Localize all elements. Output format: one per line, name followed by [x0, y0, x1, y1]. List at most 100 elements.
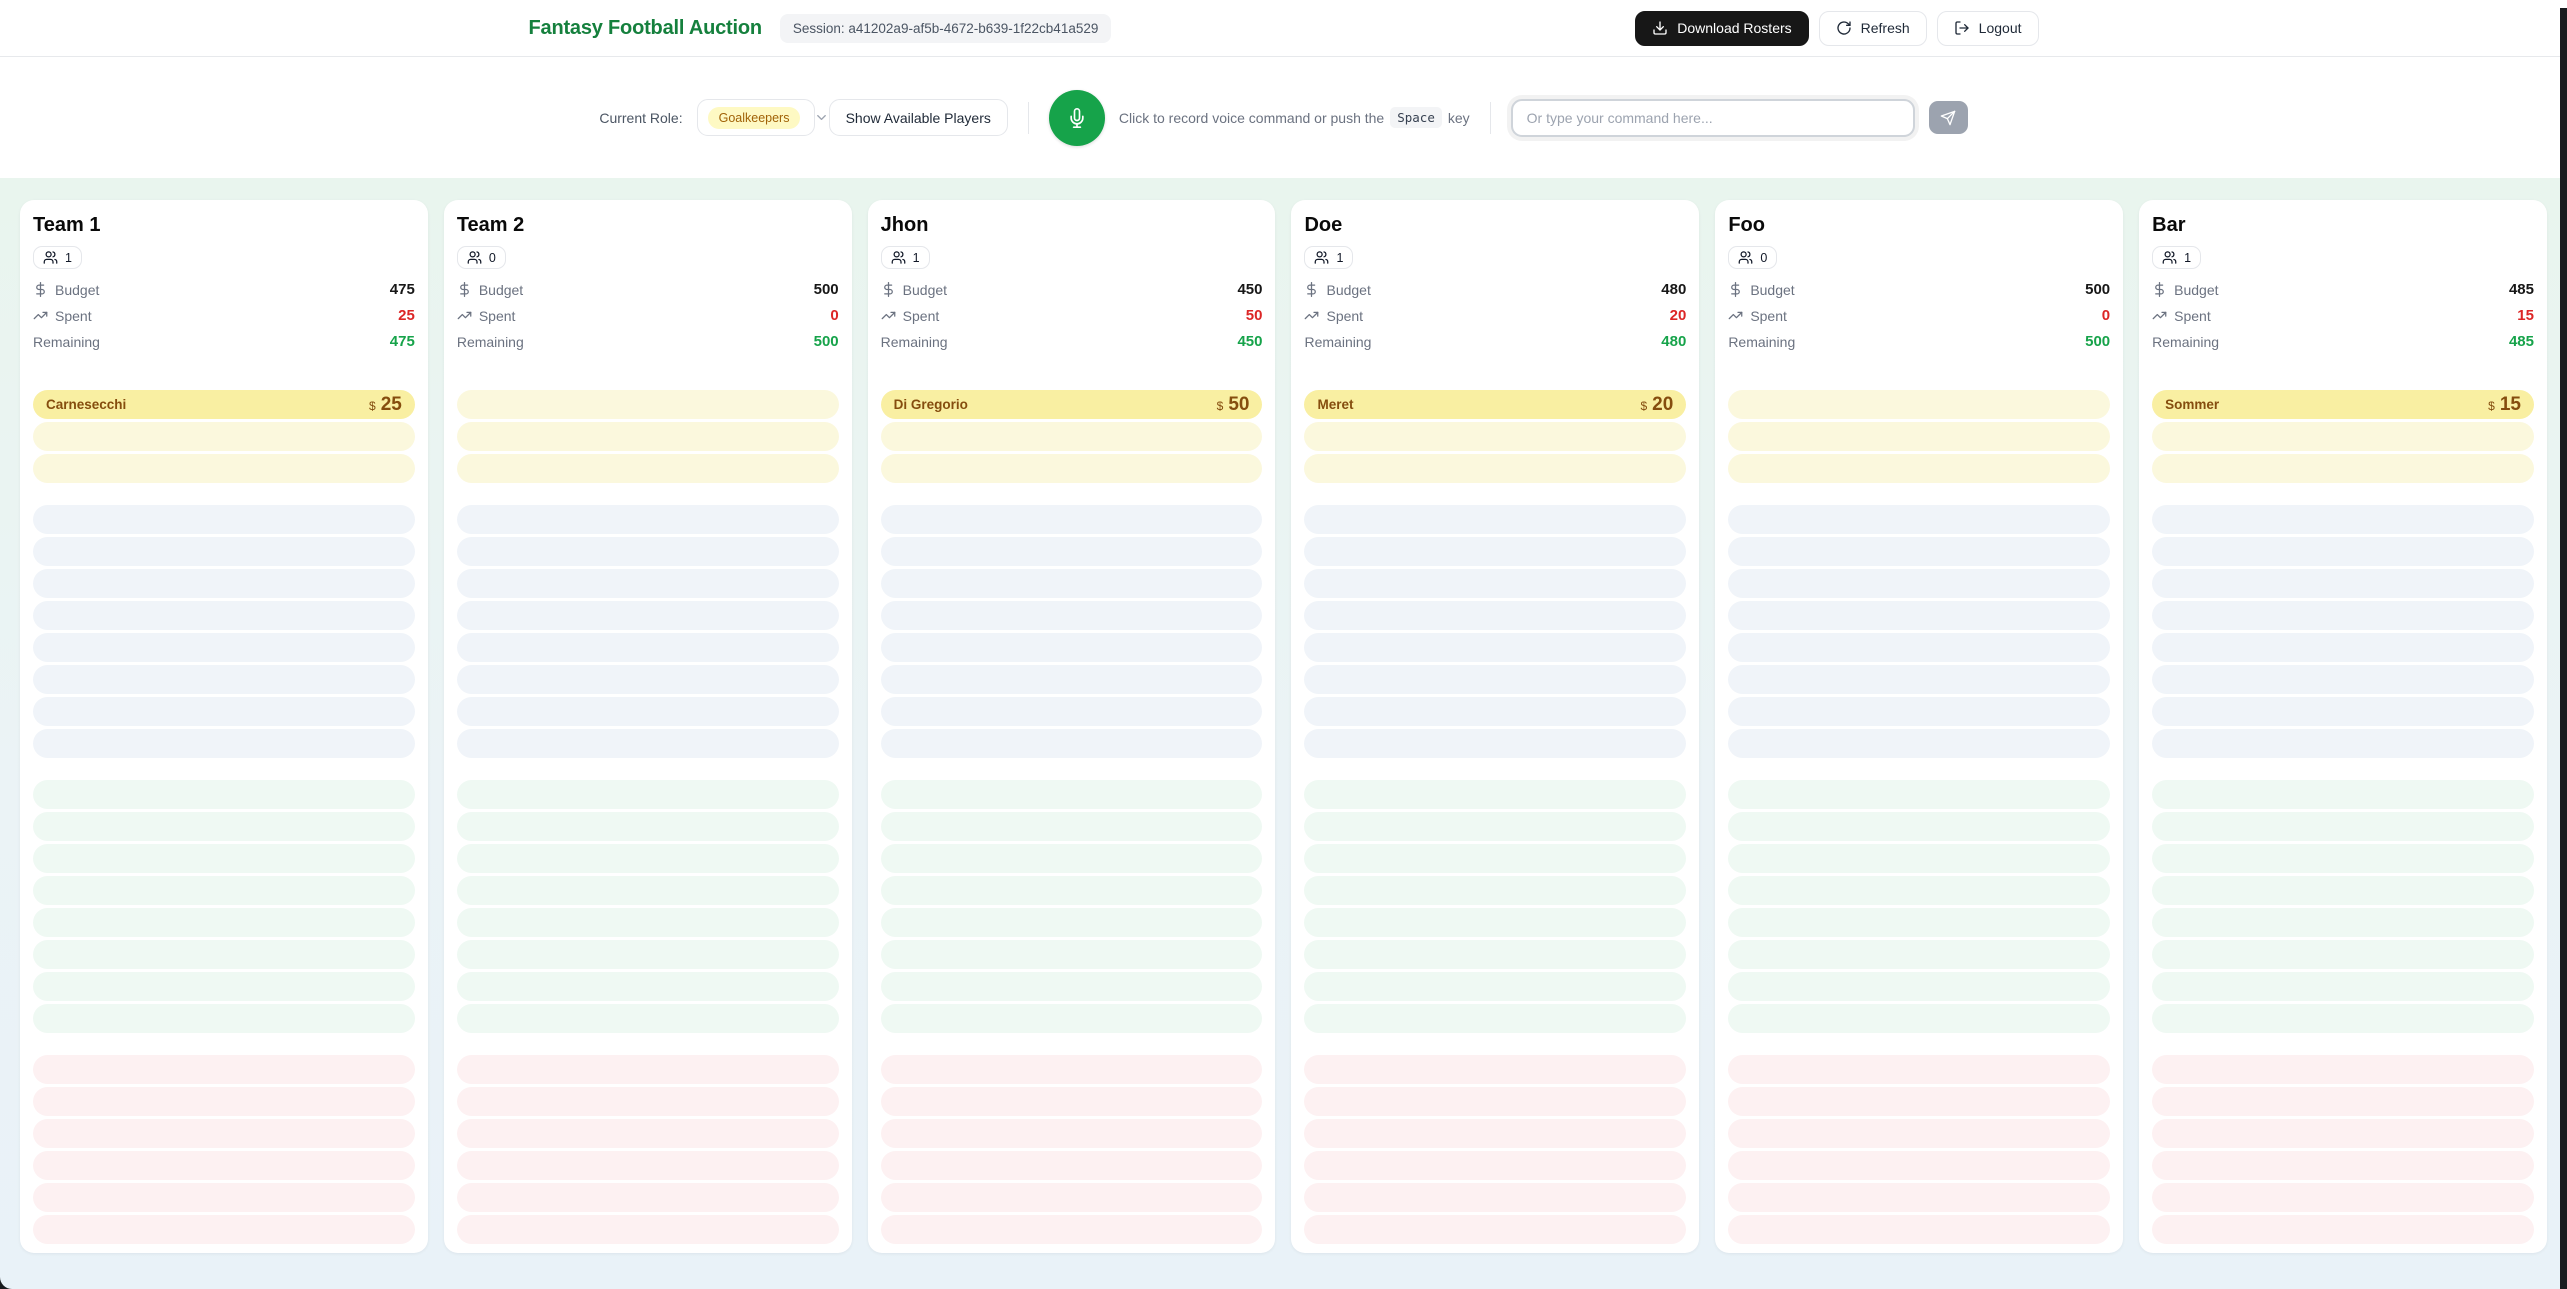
roster-slot-def	[456, 569, 839, 598]
command-input[interactable]	[1510, 98, 1915, 137]
dollar-icon	[459, 282, 469, 297]
voice-hint-suffix: key	[1447, 109, 1470, 126]
logout-button[interactable]: Logout	[1936, 10, 2039, 46]
roster-group-def	[2152, 505, 2534, 758]
teams-board: Team 1 1 Budget 475 Spent 25 Remaining 4…	[0, 178, 2567, 1289]
roster-slot-mid	[2152, 876, 2534, 905]
roster-slot-mid	[456, 1004, 839, 1033]
remaining-label-text: Remaining	[1728, 333, 1796, 350]
roster-list	[456, 390, 839, 1244]
roster-slot-fwd	[1728, 1183, 2111, 1212]
roster-slot-def	[1304, 601, 1687, 630]
roster-slot-gk	[2152, 454, 2534, 483]
budget-label-text: Budget	[2174, 281, 2219, 298]
roster-slot-def	[880, 569, 1263, 598]
roster-slot-def	[456, 505, 839, 534]
remaining-label: Remaining	[457, 334, 524, 350]
roster-slot-gk	[880, 422, 1263, 451]
roster-slot-def	[1728, 537, 2111, 566]
team-name: Doe	[1304, 214, 1343, 236]
remaining-value: 485	[2508, 333, 2534, 350]
roster-slot-mid	[1304, 1004, 1687, 1033]
remaining-value: 475	[389, 333, 415, 350]
price-amount: 50	[1228, 393, 1250, 415]
roster-slot-gk	[33, 454, 415, 483]
remaining-label-text: Remaining	[1304, 333, 1372, 350]
budget-label: Budget	[457, 282, 523, 298]
remaining-value: 450	[1237, 333, 1263, 350]
roster-slot-def	[456, 633, 839, 662]
currency-symbol: $	[1640, 398, 1648, 413]
roster-slot-def	[2152, 569, 2534, 598]
team-column: Team 1 1 Budget 475 Spent 25 Remaining 4…	[20, 200, 428, 1253]
team-members-badge: 1	[1304, 246, 1354, 269]
player-row: Meret $20	[1304, 390, 1687, 419]
player-price: $50	[1217, 394, 1250, 416]
roster-slot-def	[880, 633, 1263, 662]
roster-group-gk: Sommer $15	[2152, 390, 2534, 483]
roster-slot-mid	[880, 812, 1263, 841]
refresh-icon	[1837, 21, 1851, 35]
roster-slot-def	[33, 729, 415, 758]
roster-slot-def	[456, 665, 839, 694]
roster-slot-fwd	[880, 1215, 1263, 1244]
roster-slot-fwd	[33, 1119, 415, 1148]
budget-label: Budget	[33, 282, 99, 298]
role-select[interactable]: Goalkeepers	[696, 99, 827, 136]
budget-label-text: Budget	[902, 281, 948, 298]
roster-slot-def	[33, 697, 415, 726]
team-members-count: 0	[488, 250, 496, 265]
roster-slot-def	[880, 665, 1263, 694]
roster-slot-def	[2152, 537, 2534, 566]
roster-group-fwd	[456, 1055, 839, 1244]
roster-slot-mid	[456, 876, 839, 905]
show-available-players-button[interactable]: Show Available Players	[828, 99, 1008, 136]
roster-slot-fwd	[1304, 1119, 1687, 1148]
roster-slot-fwd	[2152, 1183, 2534, 1212]
remaining-value: 500	[813, 333, 839, 350]
spent-value: 0	[2101, 307, 2111, 324]
roster-group-def	[456, 505, 839, 758]
spent-value: 0	[830, 307, 839, 324]
remaining-label: Remaining	[1728, 334, 1795, 350]
record-voice-button[interactable]	[1048, 89, 1105, 146]
budget-label: Budget	[881, 282, 947, 298]
roster-slot-def	[1728, 665, 2111, 694]
spent-label-text: Spent	[1750, 307, 1787, 324]
download-icon	[1653, 21, 1667, 35]
price-amount: 20	[1652, 393, 1674, 415]
currency-symbol: $	[369, 398, 376, 413]
roster-slot-gk	[33, 422, 415, 451]
roster-slot-def	[1304, 697, 1687, 726]
roster-group-def	[1304, 505, 1687, 758]
roster-slot-def	[2152, 505, 2534, 534]
spent-label-text: Spent	[2174, 307, 2211, 324]
roster-slot-gk	[1728, 422, 2111, 451]
team-members-count: 1	[912, 250, 920, 265]
roster-slot-def	[2152, 697, 2534, 726]
price-amount: 25	[380, 393, 402, 415]
roster-slot-mid	[33, 780, 415, 809]
screen-edge	[2560, 8, 2567, 1289]
budget-value: 500	[813, 281, 839, 298]
team-members-badge: 1	[880, 246, 930, 269]
remaining-label: Remaining	[881, 334, 948, 350]
roster-slot-fwd	[456, 1183, 839, 1212]
roster-slot-mid	[33, 876, 415, 905]
roster-slot-fwd	[33, 1215, 415, 1244]
download-rosters-button[interactable]: Download Rosters	[1635, 10, 1809, 46]
team-column: Jhon 1 Budget 450 Spent 50 Remaining 450	[867, 200, 1276, 1253]
roster-slot-def	[1728, 633, 2111, 662]
users-icon	[2162, 251, 2177, 264]
send-command-button[interactable]	[1928, 101, 1968, 134]
refresh-button[interactable]: Refresh	[1818, 10, 1927, 46]
player-price: $20	[1640, 394, 1673, 416]
roster-slot-fwd	[880, 1055, 1263, 1084]
roster-slot-def	[33, 505, 415, 534]
remaining-label-text: Remaining	[880, 333, 948, 350]
roster-group-mid	[2152, 780, 2534, 1033]
divider	[1489, 101, 1491, 134]
team-members-badge: 0	[1728, 246, 1778, 269]
microphone-icon	[1070, 107, 1084, 128]
budget-value: 480	[1661, 281, 1687, 298]
